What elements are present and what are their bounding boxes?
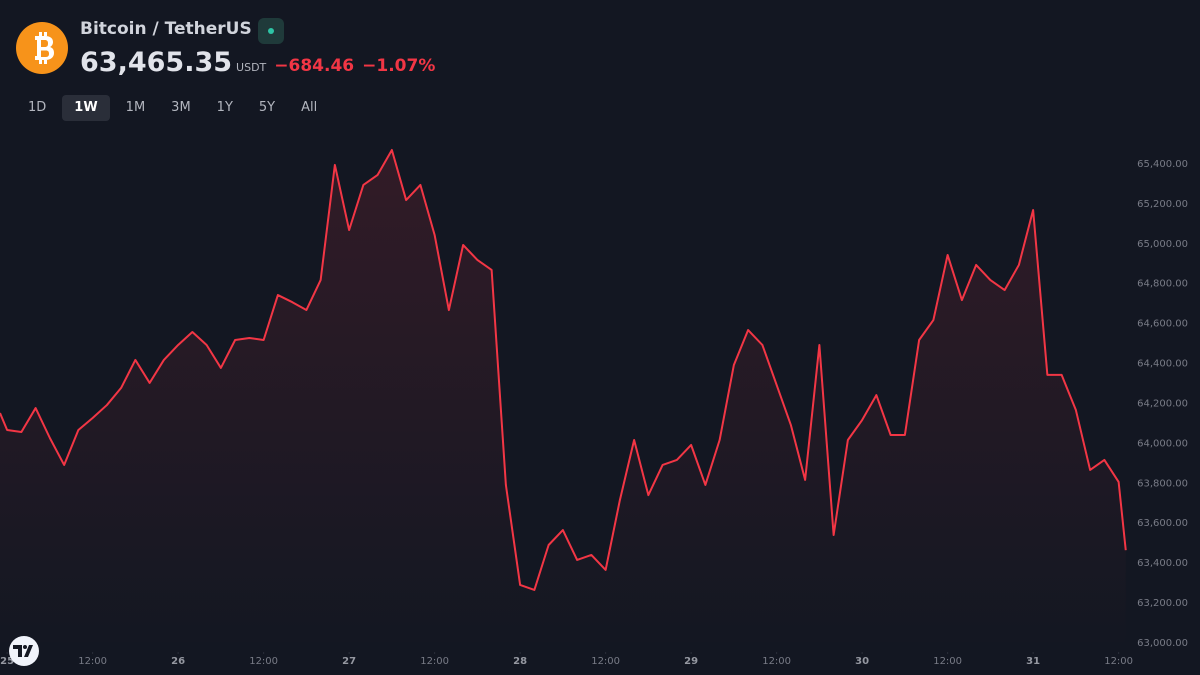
- x-tick-label: 12:00: [933, 656, 962, 667]
- x-tick-label: 27: [342, 656, 356, 667]
- range-button[interactable]: 1W: [62, 95, 110, 121]
- y-tick-label: 64,600.00: [1137, 319, 1188, 330]
- x-tick-label: 25: [0, 656, 14, 667]
- x-tick-label: 12:00: [1104, 656, 1133, 667]
- last-price: 63,465.35: [80, 47, 233, 78]
- y-tick-label: 65,000.00: [1137, 239, 1188, 250]
- range-button[interactable]: 3M: [171, 100, 191, 115]
- price-row: 63,465.35 USDT −684.46 −1.07%: [80, 47, 435, 78]
- x-tick-label: 12:00: [762, 656, 791, 667]
- x-tick-label: 30: [855, 656, 869, 667]
- x-tick-label: 12:00: [249, 656, 278, 667]
- market-status[interactable]: [258, 18, 284, 44]
- range-button[interactable]: 1M: [125, 100, 146, 115]
- y-tick-label: 65,200.00: [1137, 199, 1188, 210]
- y-tick-label: 64,000.00: [1137, 438, 1188, 449]
- x-tick-label: 26: [171, 656, 185, 667]
- y-tick-label: 64,400.00: [1137, 359, 1188, 370]
- area-fill: [0, 149, 1126, 650]
- symbol-title: Bitcoin / TetherUS: [80, 19, 252, 39]
- y-tick-label: 63,400.00: [1137, 558, 1188, 569]
- price-unit: USDT: [236, 61, 267, 74]
- x-tick-label: 29: [684, 656, 698, 667]
- y-tick-label: 63,000.00: [1137, 638, 1188, 649]
- range-selector: 1D 1W 1M 3M 1Y 5Y All: [18, 95, 327, 121]
- range-button[interactable]: 1Y: [216, 100, 233, 115]
- y-tick-label: 63,800.00: [1137, 478, 1188, 489]
- price-change-percent: −1.07%: [362, 56, 436, 76]
- price-line: [0, 148, 1127, 591]
- y-tick-label: 63,600.00: [1137, 518, 1188, 529]
- y-tick-label: 64,800.00: [1137, 279, 1188, 290]
- x-tick-label: 12:00: [78, 656, 107, 667]
- x-tick-label: 12:00: [591, 656, 620, 667]
- bitcoin-logo: [16, 22, 68, 74]
- x-tick-label: 12:00: [420, 656, 449, 667]
- y-tick-label: 65,400.00: [1137, 159, 1188, 170]
- x-tick-label: 31: [1026, 656, 1040, 667]
- range-button[interactable]: 1D: [28, 100, 47, 115]
- range-button[interactable]: 5Y: [258, 100, 276, 115]
- x-tick-label: 28: [513, 656, 527, 667]
- y-tick-label: 64,200.00: [1137, 398, 1188, 409]
- tradingview-logo[interactable]: [9, 636, 39, 666]
- range-button[interactable]: All: [301, 100, 318, 115]
- price-change: −684.46: [274, 56, 355, 76]
- y-tick-label: 63,200.00: [1137, 598, 1188, 609]
- header: Bitcoin / TetherUS 63,465.35 USDT −684.4…: [0, 0, 1200, 130]
